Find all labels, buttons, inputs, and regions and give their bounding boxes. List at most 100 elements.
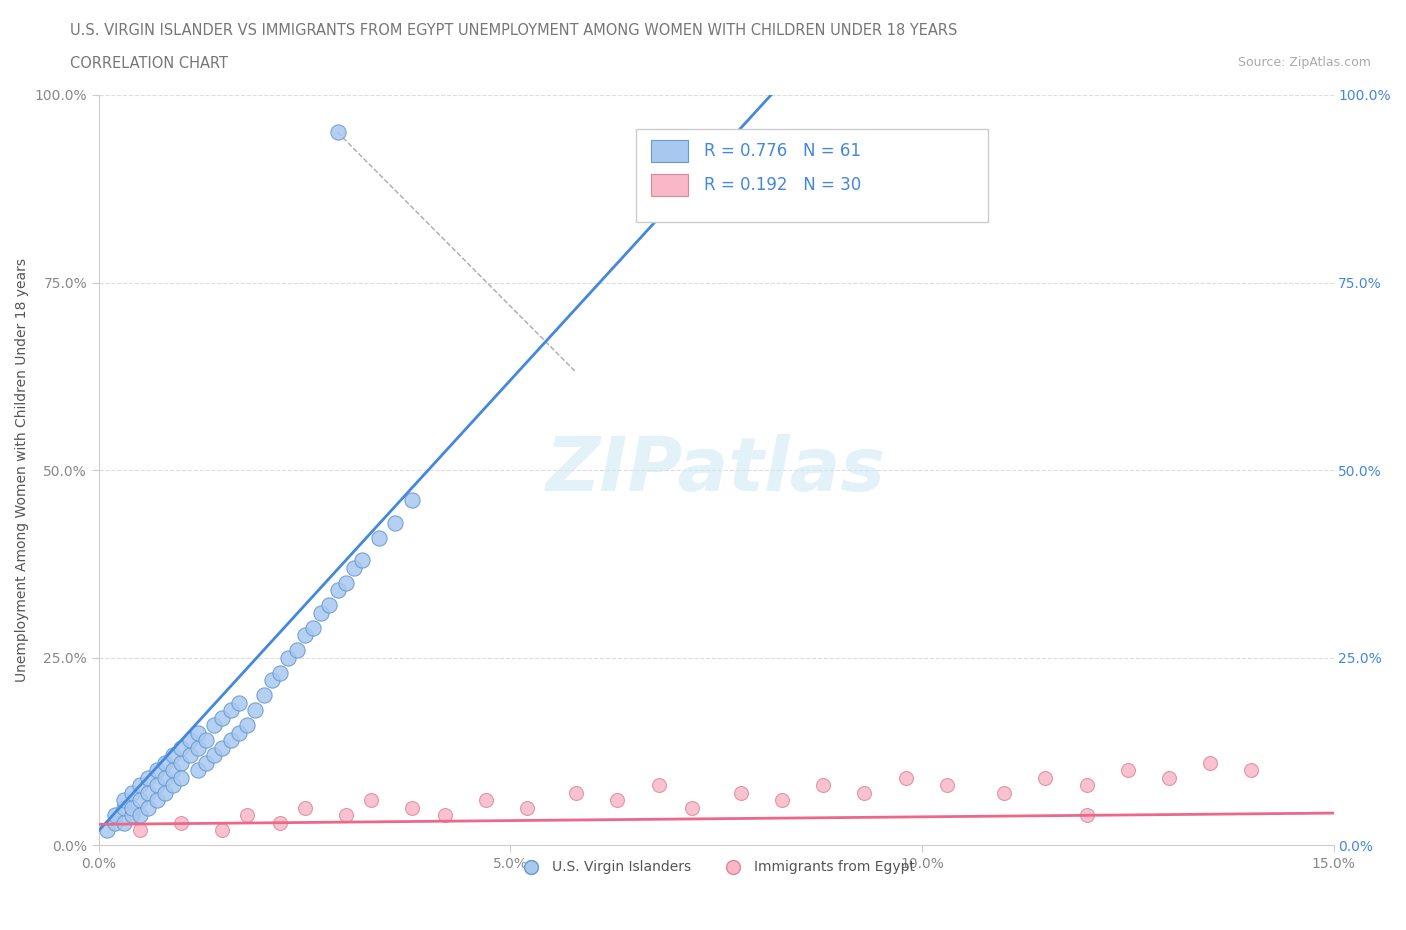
Point [211, 823, 233, 838]
Text: ZIPatlas: ZIPatlas [547, 433, 886, 507]
Point [294, 628, 316, 643]
Point [104, 816, 127, 830]
Point [194, 733, 217, 748]
Point [1240, 763, 1263, 777]
Point [170, 816, 193, 830]
Point [360, 793, 382, 808]
Point [277, 650, 299, 665]
Point [202, 748, 225, 763]
Point [112, 816, 135, 830]
Y-axis label: Unemployment Among Women with Children Under 18 years: Unemployment Among Women with Children U… [15, 259, 30, 682]
Point [145, 793, 167, 808]
Point [285, 643, 308, 658]
Bar [651, 174, 688, 196]
Legend: U.S. Virgin Islanders, Immigrants from Egypt: U.S. Virgin Islanders, Immigrants from E… [512, 855, 921, 880]
Point [318, 598, 340, 613]
Point [170, 740, 193, 755]
Point [121, 801, 143, 816]
Point [1076, 808, 1098, 823]
Point [153, 755, 176, 770]
Point [187, 725, 209, 740]
Point [1076, 777, 1098, 792]
Point [1035, 770, 1057, 785]
Text: R = 0.776   N = 61: R = 0.776 N = 61 [704, 142, 860, 160]
Text: R = 0.192   N = 30: R = 0.192 N = 30 [704, 176, 860, 194]
Point [112, 793, 135, 808]
Point [352, 552, 374, 567]
Point [121, 808, 143, 823]
Text: U.S. VIRGIN ISLANDER VS IMMIGRANTS FROM EGYPT UNEMPLOYMENT AMONG WOMEN WITH CHIL: U.S. VIRGIN ISLANDER VS IMMIGRANTS FROM … [70, 23, 957, 38]
Point [935, 777, 957, 792]
Point [219, 733, 242, 748]
Point [894, 770, 917, 785]
Point [129, 808, 152, 823]
Point [129, 777, 152, 792]
Point [260, 672, 283, 687]
Point [162, 748, 184, 763]
Point [138, 786, 160, 801]
Point [236, 718, 259, 733]
Point [121, 786, 143, 801]
Point [211, 740, 233, 755]
Point [813, 777, 835, 792]
Point [401, 493, 423, 508]
Text: CORRELATION CHART: CORRELATION CHART [70, 56, 228, 71]
Point [228, 696, 250, 711]
Point [129, 793, 152, 808]
Point [770, 793, 793, 808]
Point [236, 808, 259, 823]
Point [401, 801, 423, 816]
Point [302, 620, 325, 635]
Point [170, 755, 193, 770]
Point [179, 748, 201, 763]
Point [309, 605, 332, 620]
Point [145, 763, 167, 777]
Point [179, 733, 201, 748]
Point [1116, 763, 1139, 777]
Point [384, 515, 406, 530]
Point [681, 801, 703, 816]
Point [187, 740, 209, 755]
Point [219, 703, 242, 718]
Point [367, 530, 389, 545]
FancyBboxPatch shape [636, 128, 988, 222]
Point [326, 125, 349, 140]
Point [170, 770, 193, 785]
Point [162, 777, 184, 792]
Point [194, 755, 217, 770]
Point [294, 801, 316, 816]
Point [187, 763, 209, 777]
Point [343, 560, 366, 575]
Point [145, 777, 167, 792]
Point [1157, 770, 1180, 785]
Point [565, 786, 588, 801]
Bar [651, 140, 688, 163]
Point [228, 725, 250, 740]
Point [730, 786, 752, 801]
Point [129, 823, 152, 838]
Point [269, 665, 291, 680]
Point [252, 688, 274, 703]
Point [853, 786, 876, 801]
Point [202, 718, 225, 733]
Point [153, 786, 176, 801]
Point [326, 583, 349, 598]
Point [104, 808, 127, 823]
Point [647, 777, 669, 792]
Point [153, 770, 176, 785]
Point [112, 801, 135, 816]
Point [269, 816, 291, 830]
Point [162, 763, 184, 777]
Point [96, 823, 118, 838]
Point [1199, 755, 1222, 770]
Text: Source: ZipAtlas.com: Source: ZipAtlas.com [1237, 56, 1371, 69]
Point [138, 770, 160, 785]
Point [335, 808, 357, 823]
Point [335, 576, 357, 591]
Point [433, 808, 456, 823]
Point [138, 801, 160, 816]
Point [475, 793, 498, 808]
Point [606, 793, 628, 808]
Point [993, 786, 1015, 801]
Point [211, 711, 233, 725]
